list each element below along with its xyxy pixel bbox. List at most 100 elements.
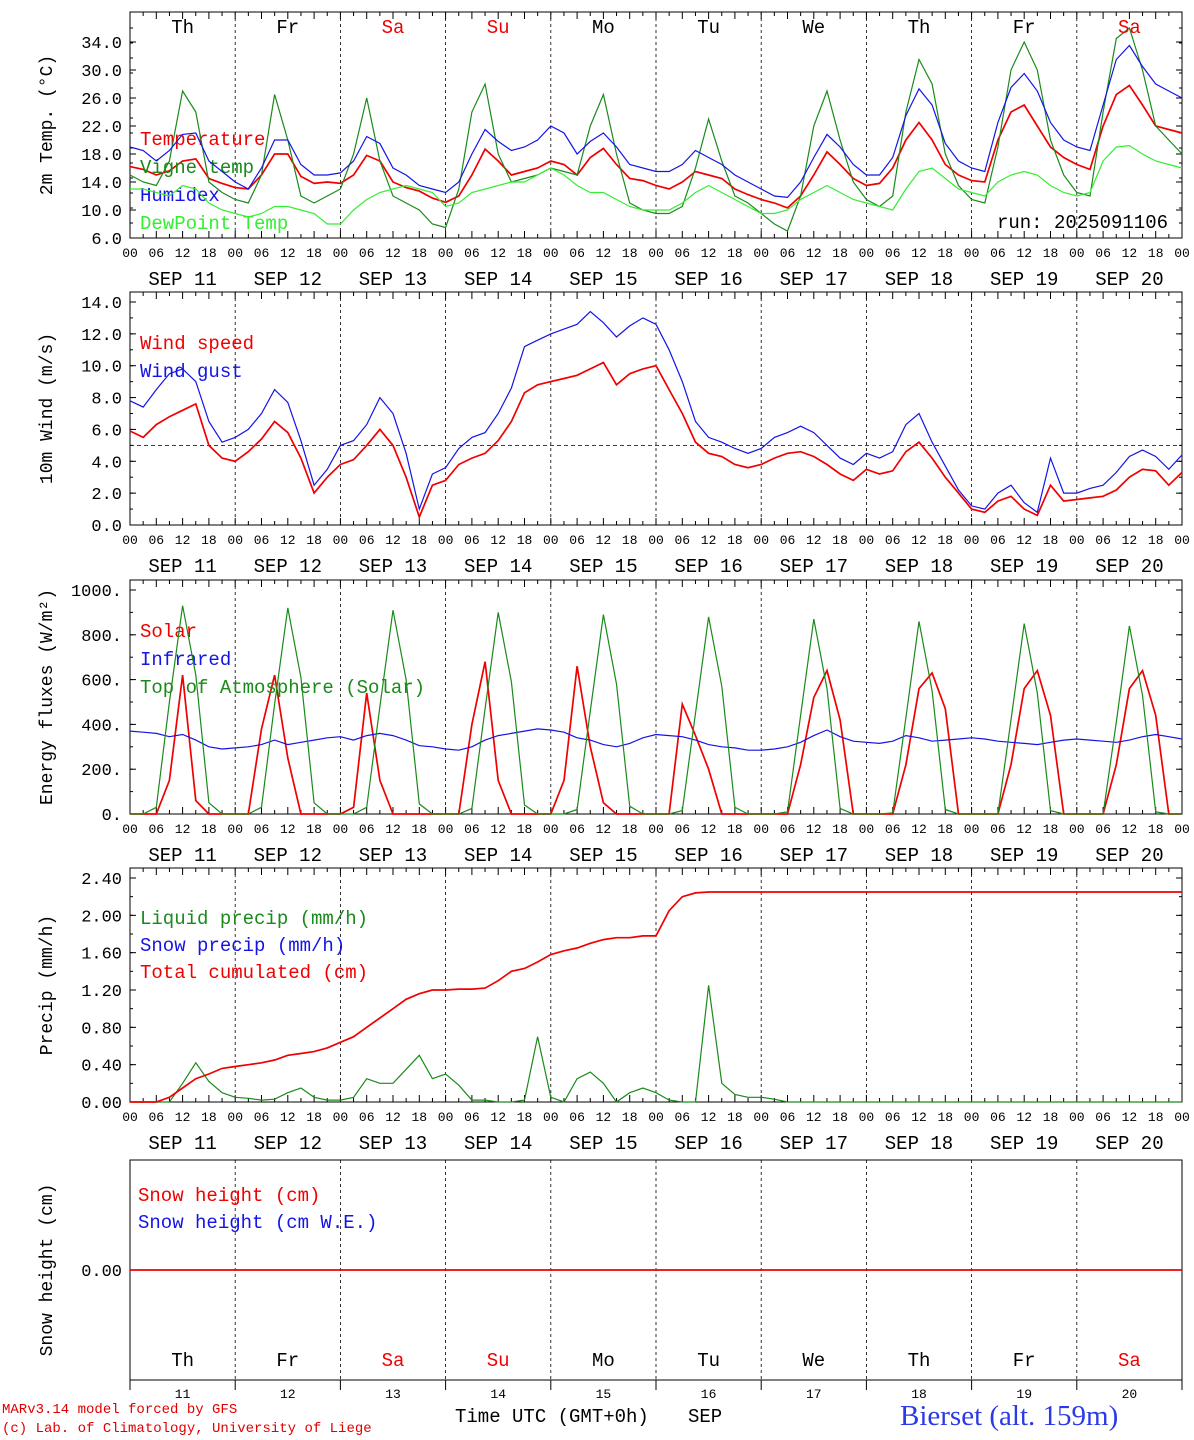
- panel3-hour-label: 06: [780, 822, 796, 837]
- panel2-ytick-label: 12.0: [81, 327, 122, 346]
- panel1-hour-label: 00: [438, 246, 454, 261]
- panel1-date-label: SEP 15: [569, 269, 637, 291]
- panel2-hour-label: 18: [1148, 533, 1164, 548]
- panel1-ylabel: 2m Temp. (°C): [38, 55, 58, 195]
- panel1-hour-label: 12: [385, 246, 401, 261]
- panel2-hour-label: 12: [701, 533, 717, 548]
- panel2-hour-label: 06: [1095, 533, 1111, 548]
- panel2-hour-label: 18: [937, 533, 953, 548]
- panel1-ytick-label: 10.0: [81, 203, 122, 222]
- panel4-hour-label: 00: [1069, 1110, 1085, 1125]
- panel4-ytick-label: 1.20: [81, 983, 122, 1002]
- panel4-ytick-label: 0.00: [81, 1095, 122, 1114]
- panel1-hour-label: 18: [832, 246, 848, 261]
- bottom-day-number: 12: [280, 1387, 296, 1402]
- panel2-hour-label: 18: [411, 533, 427, 548]
- panel4-hour-label: 06: [464, 1110, 480, 1125]
- panel2-date-label: SEP 13: [359, 556, 427, 578]
- x-axis-title: Time UTC (GMT+0h): [455, 1406, 649, 1428]
- panel1-hour-label: 06: [674, 246, 690, 261]
- panel3-hour-label: 12: [490, 822, 506, 837]
- panel2-hour-label: 00: [1174, 533, 1190, 548]
- panel1-hour-label: 00: [1174, 246, 1190, 261]
- panel2-hour-label: 06: [464, 533, 480, 548]
- panel1-hour-label: 12: [596, 246, 612, 261]
- panel2-ytick-label: 6.0: [91, 422, 122, 441]
- panel3-hour-label: 00: [122, 822, 138, 837]
- panel1-date-label: SEP 14: [464, 269, 532, 291]
- panel1-date-label: SEP 17: [780, 269, 848, 291]
- panel3-hour-label: 18: [1148, 822, 1164, 837]
- panel4-date-label: SEP 16: [674, 1133, 742, 1155]
- panel3-hour-label: 00: [859, 822, 875, 837]
- panel1-hour-label: 06: [148, 246, 164, 261]
- panel2-hour-label: 06: [885, 533, 901, 548]
- panel1-ytick-label: 26.0: [81, 91, 122, 110]
- panel4-date-label: SEP 13: [359, 1133, 427, 1155]
- panel3-series-1: [129, 728, 1183, 751]
- panel3-date-label: SEP 20: [1095, 845, 1163, 867]
- model-credit: MARv3.14 model forced by GFS: [2, 1402, 238, 1418]
- panel2-hour-label: 18: [517, 533, 533, 548]
- panel2-hour-label: 06: [254, 533, 270, 548]
- panel2-hour-label: 12: [175, 533, 191, 548]
- panel4-hour-label: 00: [1174, 1110, 1190, 1125]
- panel1-ytick-label: 30.0: [81, 63, 122, 82]
- site-name: Bierset (alt. 159m): [900, 1400, 1119, 1432]
- panel4-hour-label: 18: [727, 1110, 743, 1125]
- panel2-hour-label: 18: [201, 533, 217, 548]
- panel2-hour-label: 00: [227, 533, 243, 548]
- bottom-day-label: Fr: [1013, 1350, 1036, 1372]
- panel1-date-label: SEP 16: [674, 269, 742, 291]
- bottom-day-number: 14: [490, 1387, 506, 1402]
- panel1-run-annotation: run: 2025091106: [997, 212, 1168, 234]
- bottom-day-number: 16: [701, 1387, 717, 1402]
- panel3-hour-label: 12: [385, 822, 401, 837]
- bottom-day-label: Su: [487, 1350, 510, 1372]
- panel3-hour-label: 00: [333, 822, 349, 837]
- panel3-hour-label: 12: [701, 822, 717, 837]
- panel3-hour-label: 06: [254, 822, 270, 837]
- panel3-hour-label: 12: [1122, 822, 1138, 837]
- panel4-hour-label: 12: [596, 1110, 612, 1125]
- panel2-hour-label: 12: [1122, 533, 1138, 548]
- panel4-hour-label: 00: [122, 1110, 138, 1125]
- panel1-hour-label: 12: [806, 246, 822, 261]
- panel2-date-label: SEP 19: [990, 556, 1058, 578]
- panel2-date-label: SEP 17: [780, 556, 848, 578]
- x-axis-month: SEP: [688, 1406, 723, 1428]
- panel2-ytick-label: 4.0: [91, 454, 122, 473]
- panel4-ytick-label: 2.00: [81, 908, 122, 927]
- bottom-day-number: 11: [175, 1387, 191, 1402]
- panel4-hour-label: 18: [517, 1110, 533, 1125]
- panel4-ytick-label: 2.40: [81, 871, 122, 890]
- panel4-hour-label: 06: [674, 1110, 690, 1125]
- panel2-hour-label: 18: [306, 533, 322, 548]
- bottom-day-label: Mo: [592, 1350, 615, 1372]
- panel3-date-label: SEP 13: [359, 845, 427, 867]
- panel1-hour-label: 12: [911, 246, 927, 261]
- panel1-hour-label: 06: [990, 246, 1006, 261]
- panel4-hour-label: 12: [1016, 1110, 1032, 1125]
- panel2-hour-label: 18: [1043, 533, 1059, 548]
- panel1-legend-3: DewPoint Temp: [140, 213, 288, 235]
- panel3-hour-label: 12: [911, 822, 927, 837]
- panel3-ytick-label: 200.: [81, 762, 122, 781]
- panel3-ytick-label: 600.: [81, 673, 122, 692]
- panel4-ytick-label: 1.60: [81, 946, 122, 965]
- top-day-label: Mo: [592, 17, 615, 39]
- panel1-hour-label: 18: [937, 246, 953, 261]
- panel2-hour-label: 18: [622, 533, 638, 548]
- panel1-series-3: [130, 144, 1183, 225]
- panel1-hour-label: 00: [859, 246, 875, 261]
- panel3-hour-label: 18: [306, 822, 322, 837]
- panel1-date-label: SEP 18: [885, 269, 953, 291]
- panel1-hour-label: 00: [333, 246, 349, 261]
- bottom-day-label: Th: [908, 1350, 931, 1372]
- panel4-hour-label: 18: [1043, 1110, 1059, 1125]
- panel4-date-label: SEP 11: [148, 1133, 216, 1155]
- panel3-hour-label: 18: [411, 822, 427, 837]
- panel3-date-label: SEP 11: [148, 845, 216, 867]
- panel1-hour-label: 18: [1043, 246, 1059, 261]
- panel1-series-2: [129, 44, 1183, 199]
